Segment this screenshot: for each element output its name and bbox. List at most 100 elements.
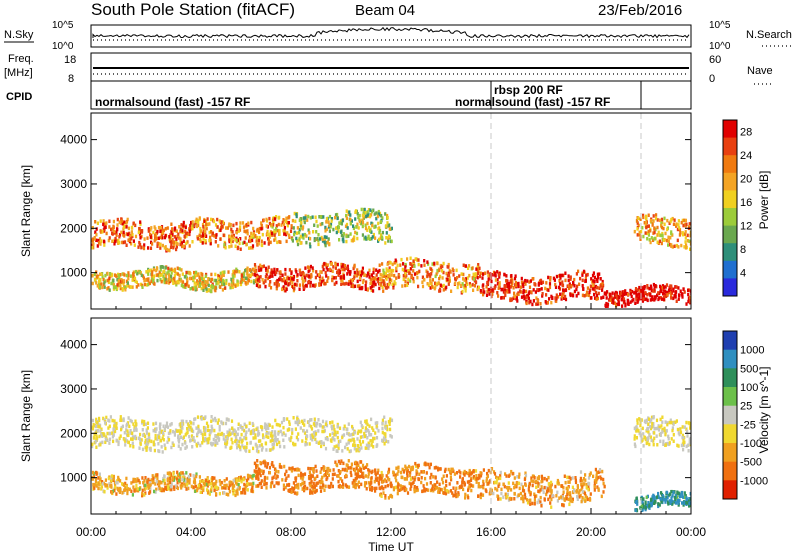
echo-cell (349, 466, 352, 470)
echo-cell (629, 292, 632, 296)
echo-cell (663, 222, 666, 226)
echo-cell (369, 487, 372, 492)
echo-cell (442, 288, 445, 292)
echo-cell (322, 279, 325, 283)
echo-cell (129, 418, 132, 423)
echo-cell (383, 271, 386, 275)
echo-cell (581, 271, 584, 275)
echo-cell (172, 471, 175, 476)
echo-cell (184, 283, 187, 287)
echo-cell (316, 421, 319, 426)
echo-cell (384, 420, 387, 425)
echo-cell (255, 277, 258, 282)
echo-cell (321, 480, 324, 484)
echo-cell (126, 487, 129, 491)
echo-cell (394, 281, 397, 286)
echo-cell (652, 415, 655, 419)
echo-cell (633, 437, 636, 441)
echo-cell (287, 216, 290, 220)
echo-cell (334, 263, 338, 267)
freq-tick-18: 18 (64, 54, 76, 66)
echo-cell (179, 237, 182, 241)
echo-cell (244, 281, 247, 285)
echo-cell (412, 276, 415, 281)
echo-cell (373, 225, 376, 229)
echo-cell (370, 470, 373, 475)
echo-cell (124, 481, 127, 486)
echo-cell (338, 269, 341, 274)
echo-cell (567, 278, 570, 283)
echo-cell (345, 468, 349, 473)
echo-cell (559, 273, 562, 278)
echo-cell (377, 237, 381, 242)
echo-cell (647, 224, 650, 228)
echo-cell (122, 490, 125, 494)
echo-cell (367, 271, 370, 275)
echo-cell (404, 283, 407, 288)
echo-cell (530, 290, 533, 294)
echo-cell (222, 233, 225, 237)
echo-cell (157, 274, 160, 278)
echo-cell (324, 229, 327, 233)
echo-cell (410, 466, 413, 470)
echo-cell (656, 443, 659, 447)
echo-cell (169, 423, 172, 427)
echo-cell (162, 265, 165, 269)
echo-cell (344, 224, 348, 228)
echo-cell (248, 236, 251, 241)
echo-cell (150, 478, 153, 482)
echo-cell (268, 283, 271, 287)
echo-cell (225, 417, 228, 421)
echo-cell (482, 482, 485, 486)
echo-cell (643, 221, 646, 225)
echo-cell (385, 231, 388, 235)
echo-cell (182, 220, 185, 225)
echo-cell (219, 271, 222, 276)
echo-cell (342, 232, 345, 236)
echo-cell (357, 474, 360, 479)
echo-cell (197, 218, 200, 223)
echo-cell (326, 437, 329, 442)
echo-cell (156, 437, 159, 441)
echo-cell (141, 488, 144, 493)
echo-cell (597, 275, 600, 280)
echo-cell (273, 267, 276, 272)
echo-cell (127, 440, 130, 444)
echo-cell (311, 438, 314, 442)
echo-cell (356, 461, 359, 465)
echo-cell (195, 217, 198, 222)
echo-cell (444, 467, 447, 472)
echo-cell (373, 436, 376, 441)
echo-cell (243, 435, 246, 440)
echo-cell (372, 445, 375, 449)
echo-cell (159, 268, 162, 272)
echo-cell (401, 475, 404, 480)
echo-cell (280, 465, 283, 469)
echo-cell (327, 276, 330, 280)
echo-cell (104, 273, 107, 278)
echo-cell (277, 470, 280, 474)
echo-cell (180, 419, 183, 424)
echo-cell (146, 438, 149, 442)
echo-cell (311, 215, 314, 219)
echo-cell (438, 276, 441, 281)
echo-cell (464, 277, 467, 281)
echo-cell (679, 289, 682, 293)
echo-cell (246, 441, 249, 446)
echo-cell (196, 488, 199, 493)
echo-cell (585, 482, 588, 487)
echo-cell (423, 259, 426, 263)
echo-cell (413, 489, 416, 494)
echo-cell (268, 471, 271, 475)
echo-cell (366, 210, 369, 214)
echo-cell (485, 479, 488, 483)
echo-cell (429, 274, 432, 278)
echo-cell (434, 274, 437, 279)
echo-cell (325, 227, 328, 232)
echo-cell (230, 227, 233, 232)
echo-cell (429, 462, 432, 467)
echo-cell (657, 241, 660, 245)
echo-cell (351, 481, 354, 485)
echo-cell (181, 419, 185, 424)
echo-cell (409, 256, 412, 260)
